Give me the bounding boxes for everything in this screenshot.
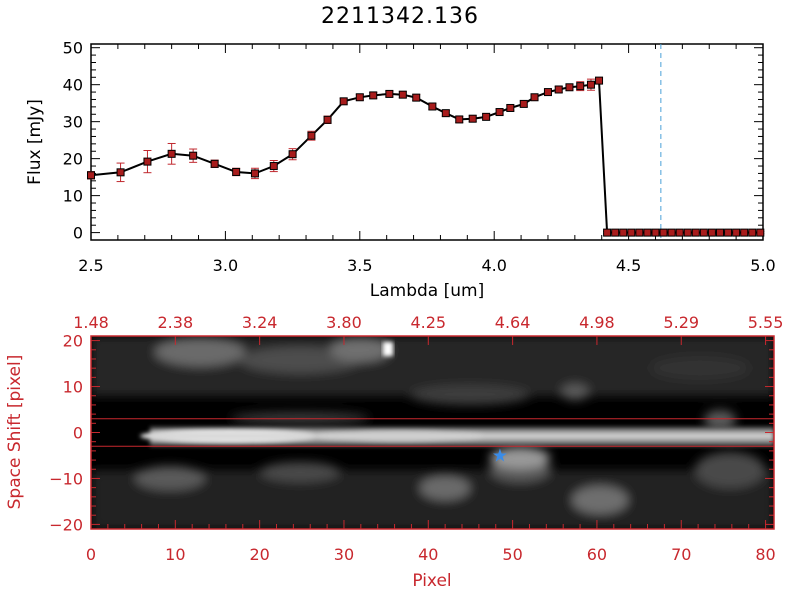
x-tick-label: 5.0: [750, 256, 775, 275]
data-point: [595, 76, 604, 85]
data-point: [189, 151, 198, 160]
y-tick-label: 10: [63, 187, 83, 206]
chart-title: 2211342.136: [321, 4, 479, 29]
y-axis-label: Flux [mJy]: [25, 99, 45, 185]
data-point: [683, 228, 692, 237]
position-star-icon: ★: [492, 445, 508, 466]
data-point: [167, 149, 176, 158]
image-x-tick-label: 30: [334, 545, 354, 564]
data-point: [412, 93, 421, 102]
image-x-tick-label: 50: [502, 545, 522, 564]
data-point: [428, 102, 437, 111]
image-y-tick-label: 0: [73, 424, 83, 443]
image-x-tick-label: 70: [671, 545, 691, 564]
data-point: [659, 228, 668, 237]
spectrum-image: ★ 0 10 20 30 40 50 60 70 80 −20 −10 0 10 20 1.48 2.38…: [49, 313, 783, 564]
data-point: [232, 167, 241, 176]
image-top-tick-label: 4.98: [579, 313, 615, 332]
x-tick-label: 3.5: [347, 256, 372, 275]
data-point: [543, 88, 552, 97]
flux-plot-frame: [90, 43, 764, 241]
x-tick-label: 2.5: [78, 256, 103, 275]
image-x-axis-label: Pixel: [412, 571, 451, 591]
image-top-tick-label: 1.48: [73, 313, 109, 332]
y-tick-label: 50: [63, 39, 83, 58]
data-point: [355, 93, 364, 102]
data-point: [210, 159, 219, 168]
image-y-tick-label: 20: [63, 332, 83, 351]
data-point: [667, 228, 676, 237]
data-point: [323, 115, 332, 124]
data-point: [732, 228, 741, 237]
data-point: [707, 228, 716, 237]
x-axis-label: Lambda [um]: [370, 281, 484, 301]
data-point: [576, 82, 585, 91]
image-top-tick-label: 4.25: [410, 313, 446, 332]
x-tick-label: 4.0: [481, 256, 506, 275]
data-point: [506, 103, 515, 112]
y-tick-label: 30: [63, 113, 83, 132]
y-tick-label: 0: [73, 224, 83, 243]
image-top-tick-label: 3.80: [326, 313, 362, 332]
image-x-tick-label: 80: [755, 545, 775, 564]
data-point: [643, 228, 652, 237]
data-point: [748, 228, 757, 237]
image-top-tick-label: 5.55: [748, 313, 784, 332]
data-point: [519, 99, 528, 108]
data-point: [611, 228, 620, 237]
image-y-tick-label: −10: [49, 469, 83, 488]
data-point: [724, 228, 733, 237]
data-point: [143, 157, 152, 166]
y-tick-label: 40: [63, 76, 83, 95]
data-point: [87, 171, 95, 180]
image-top-tick-label: 2.38: [158, 313, 194, 332]
data-point: [619, 228, 628, 237]
image-x-tick-label: 0: [86, 545, 96, 564]
image-y-tick-label: −20: [49, 515, 83, 534]
image-y-axis-label: Space Shift [pixel]: [5, 355, 25, 510]
data-point: [675, 228, 684, 237]
data-point: [468, 114, 477, 123]
image-top-tick-label: 4.64: [495, 313, 531, 332]
data-point: [691, 228, 700, 237]
data-point: [339, 97, 348, 106]
data-point: [603, 228, 612, 237]
data-point: [455, 115, 464, 124]
image-x-tick-label: 60: [587, 545, 607, 564]
data-point: [756, 228, 765, 237]
data-point: [385, 89, 394, 98]
image-x-tick-label: 20: [249, 545, 269, 564]
data-point: [635, 228, 644, 237]
data-point: [699, 228, 708, 237]
data-point: [651, 228, 660, 237]
data-point: [554, 85, 563, 94]
data-point: [250, 169, 259, 178]
data-point: [586, 80, 595, 89]
image-features: [91, 336, 774, 529]
data-point: [565, 83, 574, 92]
data-point: [715, 228, 724, 237]
data-point: [269, 162, 278, 171]
data-point: [495, 108, 504, 117]
data-point: [288, 150, 297, 159]
data-point: [627, 228, 636, 237]
data-point: [441, 109, 450, 118]
image-y-tick-label: 10: [63, 378, 83, 397]
image-top-tick-label: 5.29: [663, 313, 699, 332]
y-tick-label: 20: [63, 150, 83, 169]
image-x-tick-label: 40: [418, 545, 438, 564]
data-point: [116, 168, 125, 177]
data-point: [530, 93, 539, 102]
data-point: [398, 90, 407, 99]
image-x-tick-label: 10: [165, 545, 185, 564]
image-top-tick-label: 3.24: [242, 313, 278, 332]
x-tick-label: 4.5: [616, 256, 641, 275]
data-point: [482, 112, 491, 121]
x-tick-label: 3.0: [213, 256, 238, 275]
flux-plot: 2.5 3.0 3.5 4.0 4.5 5.0 0 10 20 30 40 50: [63, 39, 776, 275]
data-point: [307, 131, 316, 140]
data-point: [369, 91, 378, 100]
data-point: [740, 228, 749, 237]
